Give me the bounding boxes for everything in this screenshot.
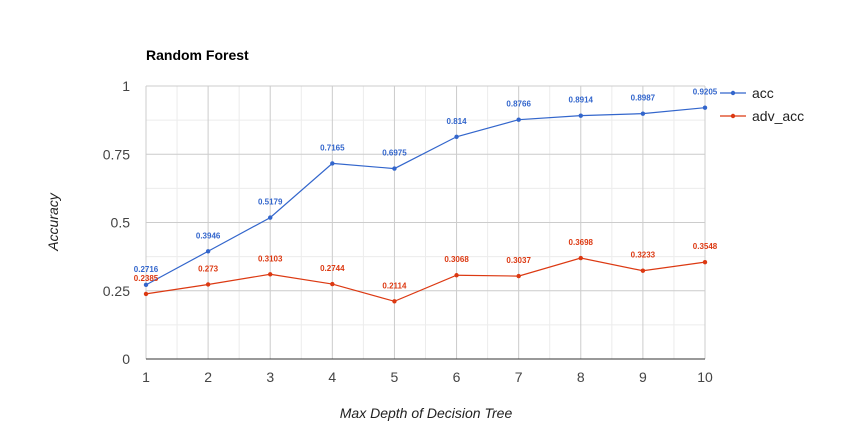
x-tick-label: 6 bbox=[453, 369, 461, 385]
x-tick-label: 8 bbox=[577, 369, 585, 385]
grid bbox=[145, 85, 706, 360]
data-point-adv-acc bbox=[702, 259, 708, 265]
data-point-adv-acc bbox=[268, 272, 273, 277]
data-point-acc bbox=[143, 282, 149, 288]
series-group bbox=[143, 105, 708, 304]
data-point-adv-acc bbox=[143, 291, 149, 297]
data-label-acc: 0.5179 bbox=[258, 198, 283, 207]
data-point-acc bbox=[392, 166, 397, 171]
x-tick-label: 10 bbox=[697, 369, 713, 385]
data-point-adv-acc bbox=[454, 273, 459, 278]
data-label-acc: 0.3946 bbox=[196, 231, 221, 240]
data-point-acc bbox=[268, 215, 273, 220]
data-point-adv-acc bbox=[392, 299, 397, 304]
y-tick-label: 1 bbox=[122, 78, 130, 94]
data-label-adv-acc: 0.3068 bbox=[444, 255, 469, 264]
y-axis-title: Accuracy bbox=[45, 192, 61, 252]
x-tick-label: 2 bbox=[204, 369, 212, 385]
data-label-adv-acc: 0.3548 bbox=[693, 242, 718, 251]
data-point-acc bbox=[516, 117, 521, 122]
x-tick-label: 7 bbox=[515, 369, 523, 385]
data-label-acc: 0.7165 bbox=[320, 143, 345, 152]
data-point-adv-acc bbox=[205, 282, 211, 287]
data-label-adv-acc: 0.2114 bbox=[382, 281, 407, 290]
data-point-acc bbox=[205, 249, 211, 254]
data-label-acc: 0.8914 bbox=[569, 96, 594, 105]
data-point-adv-acc bbox=[578, 255, 583, 261]
x-tick-label: 3 bbox=[266, 369, 274, 385]
y-tick-label: 0.5 bbox=[111, 215, 131, 231]
legend[interactable]: acc adv_acc bbox=[720, 85, 804, 124]
data-point-adv-acc bbox=[330, 281, 335, 287]
legend-item-acc[interactable]: acc bbox=[720, 85, 774, 101]
y-tick-label: 0 bbox=[122, 351, 130, 367]
data-point-adv-acc bbox=[516, 273, 521, 279]
data-label-acc: 0.8766 bbox=[506, 100, 531, 109]
x-tick-label: 1 bbox=[142, 369, 150, 385]
y-tick-label: 0.75 bbox=[103, 146, 130, 162]
y-tick-label: 0.25 bbox=[103, 283, 130, 299]
data-point-adv-acc bbox=[640, 268, 646, 273]
data-label-acc: 0.6975 bbox=[382, 149, 407, 158]
data-point-acc bbox=[702, 105, 708, 110]
axes: 0 0.25 0.5 0.75 1 1 2 3 4 5 6 7 8 9 10 bbox=[103, 78, 713, 385]
data-label-adv-acc: 0.3698 bbox=[569, 238, 594, 247]
data-point-acc bbox=[330, 161, 335, 166]
x-tick-label: 9 bbox=[639, 369, 647, 385]
data-label-adv-acc: 0.273 bbox=[198, 264, 219, 273]
x-tick-label: 5 bbox=[391, 369, 399, 385]
x-axis-title: Max Depth of Decision Tree bbox=[340, 405, 513, 421]
data-label-acc: 0.9205 bbox=[693, 88, 718, 97]
data-point-acc bbox=[578, 113, 583, 118]
legend-label: acc bbox=[752, 85, 774, 101]
data-label-acc: 0.2716 bbox=[134, 265, 159, 274]
chart-title: Random Forest bbox=[146, 47, 249, 63]
legend-item-adv-acc[interactable]: adv_acc bbox=[720, 108, 804, 124]
data-label-acc: 0.8987 bbox=[631, 94, 656, 103]
legend-marker bbox=[730, 113, 736, 119]
legend-label: adv_acc bbox=[752, 108, 804, 124]
data-point-acc bbox=[454, 134, 459, 139]
data-label-adv-acc: 0.2385 bbox=[134, 274, 159, 283]
data-label-adv-acc: 0.3233 bbox=[631, 251, 656, 260]
data-label-adv-acc: 0.3103 bbox=[258, 254, 283, 263]
data-label-acc: 0.814 bbox=[447, 117, 468, 126]
series-line-adv-acc bbox=[145, 257, 706, 302]
data-label-adv-acc: 0.2744 bbox=[320, 264, 345, 273]
data-label-adv-acc: 0.3037 bbox=[506, 256, 531, 265]
x-tick-label: 4 bbox=[328, 369, 336, 385]
series-line-acc bbox=[145, 107, 706, 286]
legend-marker bbox=[730, 90, 736, 96]
data-labels: 0.2716 0.3946 0.5179 0.7165 0.6975 0.814 0.876… bbox=[134, 88, 718, 291]
data-point-acc bbox=[640, 111, 646, 116]
